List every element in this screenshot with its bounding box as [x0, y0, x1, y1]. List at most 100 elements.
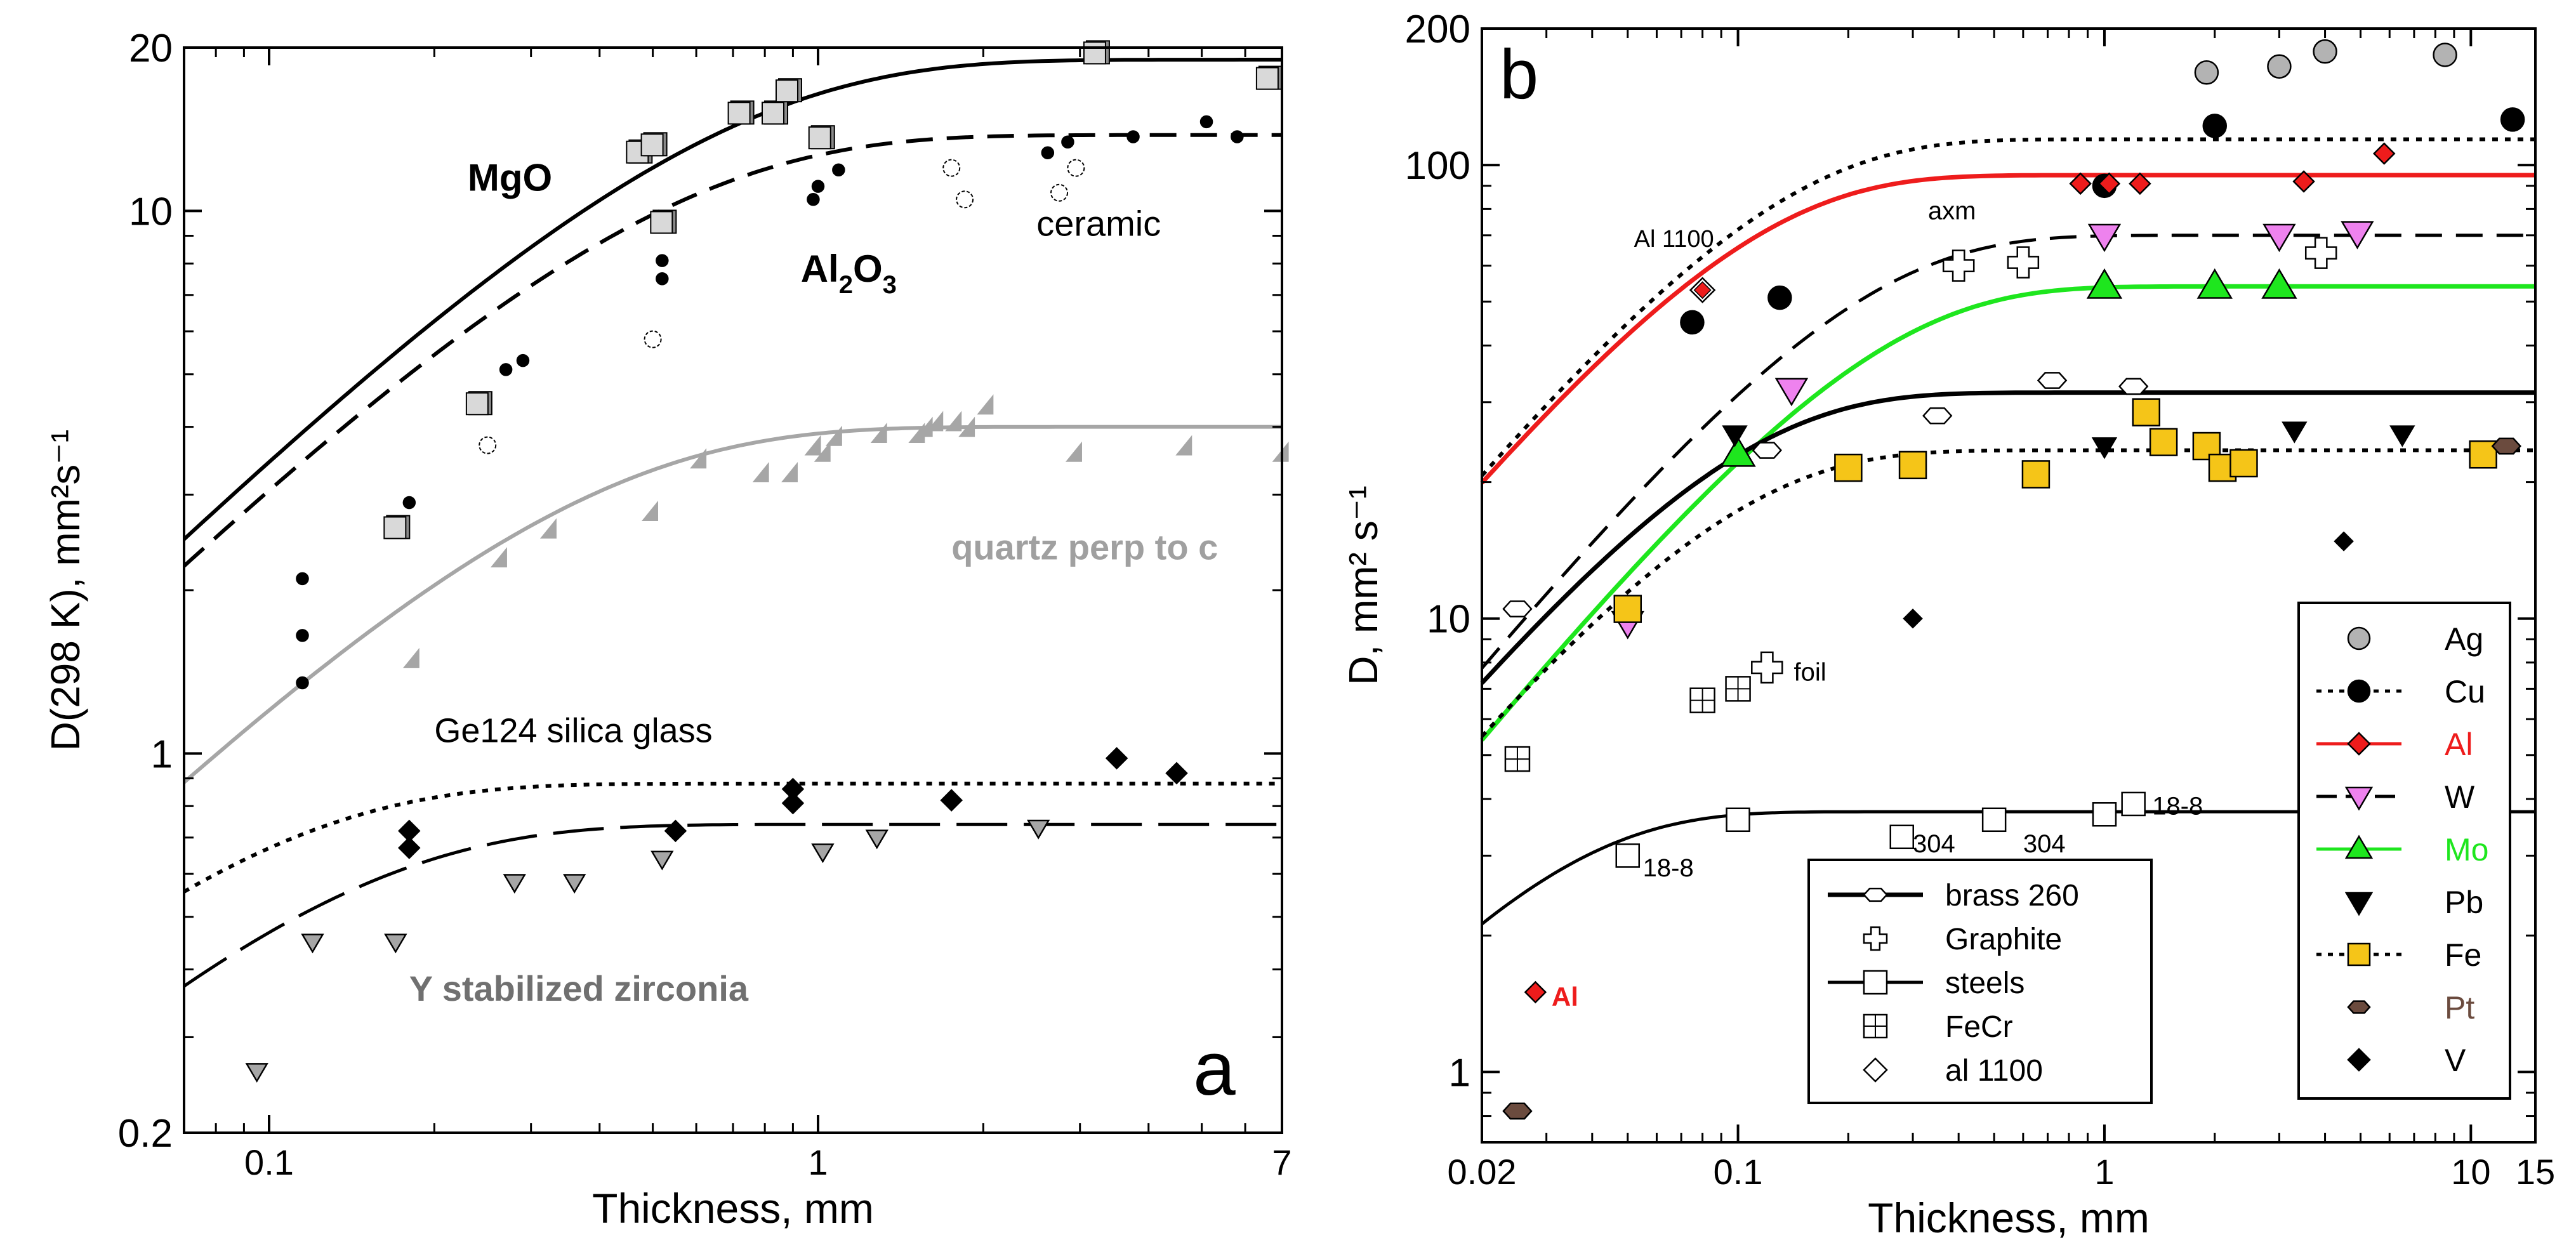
data-point [690, 448, 707, 469]
x-tick-label: 10 [2451, 1152, 2490, 1192]
data-point [1065, 441, 1082, 462]
data-point [1615, 843, 1641, 868]
data-point [781, 791, 805, 815]
data-point [465, 391, 492, 416]
data-point [1722, 425, 1748, 447]
data-point [2196, 268, 2233, 299]
data-point [1889, 824, 1915, 850]
data-point [640, 132, 668, 157]
x-tick-label: 7 [1272, 1142, 1291, 1182]
data-point [807, 193, 820, 206]
x-tick-label: 15 [2516, 1152, 2555, 1192]
legend-label: FeCr [1945, 1010, 2013, 1044]
annotation: Al 1100 [1634, 226, 1714, 253]
data-point [2069, 172, 2092, 195]
data-point [1199, 115, 1213, 129]
legend-label: W [2445, 779, 2475, 815]
fit-curve-quartz [183, 425, 1282, 784]
data-point [1126, 130, 1140, 143]
x-tick-label: 0.1 [1714, 1152, 1763, 1192]
legend-marker [2344, 786, 2374, 811]
panel-a: 0.2 1 10 20 0.1 1 7 Thickness, mm D(298 K), mm²s… [43, 27, 1292, 1232]
legend-label: Mo [2445, 832, 2488, 867]
data-point [656, 272, 669, 286]
data-point [2341, 221, 2374, 249]
data-point [2132, 398, 2160, 426]
y-axis-label: D, mm² s⁻¹ [1340, 485, 1386, 685]
x-tick-label: 0.02 [1448, 1152, 1517, 1192]
data-point [499, 363, 513, 376]
data-point [2037, 372, 2068, 389]
data-point [1689, 277, 1716, 303]
data-point [650, 209, 677, 234]
data-point [664, 819, 687, 843]
data-point [402, 647, 419, 668]
data-point [656, 254, 669, 267]
data-point [296, 629, 309, 642]
data-point [832, 163, 845, 177]
data-point [1105, 747, 1128, 770]
data-point [2292, 170, 2315, 193]
legend-label: Graphite [1945, 923, 2062, 956]
data-point [908, 423, 925, 444]
data-point [2021, 460, 2051, 489]
annotation: Al [1552, 982, 1578, 1012]
annotation: 18-8 [1643, 854, 1694, 882]
data-point [2267, 54, 2292, 79]
fit-curve-zirconia [183, 822, 1282, 988]
legend-marker [2344, 892, 2374, 916]
legend-label: steels [1945, 966, 2024, 1000]
annotation: 304 [1913, 830, 1955, 858]
legend-label: Cu [2445, 674, 2485, 709]
data-point [2334, 531, 2354, 551]
data-point [775, 78, 802, 103]
y-tick-label: 10 [129, 190, 173, 234]
legend-label: Pb [2445, 885, 2483, 920]
x-tick-label: 1 [2094, 1152, 2114, 1192]
data-point [956, 190, 974, 209]
annotation: axm [1928, 197, 1976, 225]
data-point [1502, 1102, 1533, 1120]
data-point [1834, 453, 1863, 482]
data-point [479, 436, 497, 454]
data-point [1725, 676, 1751, 702]
legend-marker [1863, 1013, 1888, 1039]
data-point [940, 789, 963, 812]
data-point [2282, 421, 2308, 444]
y-axis-label: D(298 K), mm²s⁻¹ [43, 430, 88, 751]
data-point [1903, 608, 1923, 629]
data-point [1751, 651, 1783, 684]
data-point [539, 518, 557, 539]
data-point [916, 416, 933, 437]
fit-curve-brass [1480, 390, 2535, 685]
data-point [804, 435, 821, 456]
data-point [2304, 237, 2337, 269]
data-point [2097, 172, 2121, 195]
data-point [2372, 142, 2396, 165]
data-point [977, 394, 994, 415]
data-point [296, 676, 309, 690]
panel-letter-a: a [1193, 1026, 1236, 1111]
legend-label: V [2445, 1043, 2466, 1078]
legend-label: brass 260 [1945, 879, 2079, 913]
data-point [808, 125, 835, 150]
annotation: quartz perp to c [951, 527, 1218, 567]
data-point [651, 850, 674, 871]
data-point [1613, 595, 1642, 623]
legend-right: Ag Cu Al W Mo Pb Fe Pt V [2297, 602, 2511, 1100]
data-point [503, 874, 526, 894]
legend-label: Ag [2445, 621, 2483, 657]
data-point [2491, 437, 2521, 455]
legend-marker [2347, 1048, 2371, 1072]
data-point [811, 180, 825, 193]
data-point [1942, 249, 1975, 282]
annotation: foil [1793, 658, 1826, 686]
data-point [1504, 746, 1531, 772]
data-point [1061, 135, 1074, 148]
y-tick-label: 0.2 [118, 1112, 173, 1156]
plot-frame [1481, 27, 2537, 1144]
data-point [2007, 246, 2040, 279]
legend-label: Fe [2445, 937, 2481, 973]
data-point [1165, 762, 1188, 785]
